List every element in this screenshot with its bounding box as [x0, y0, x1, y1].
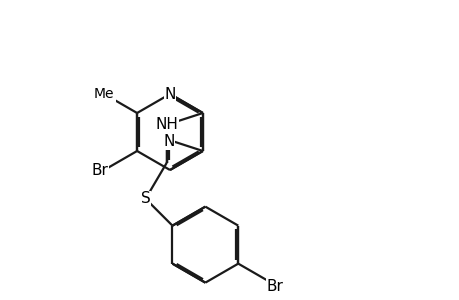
Text: S: S: [140, 191, 150, 206]
Text: Br: Br: [91, 163, 108, 178]
Text: Br: Br: [266, 279, 283, 294]
Text: N: N: [164, 86, 175, 101]
Text: Me: Me: [94, 87, 114, 101]
Text: N: N: [163, 134, 174, 149]
Text: NH: NH: [155, 117, 178, 132]
